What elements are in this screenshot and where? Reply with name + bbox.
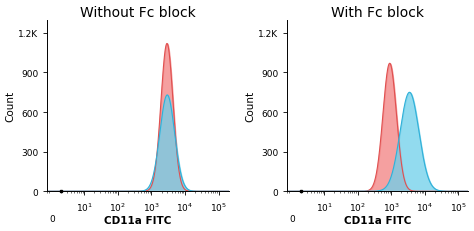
Y-axis label: Count: Count	[246, 91, 255, 122]
Title: Without Fc block: Without Fc block	[80, 6, 196, 19]
Text: 0: 0	[289, 214, 295, 223]
Title: With Fc block: With Fc block	[331, 6, 424, 19]
X-axis label: CD11a FITC: CD11a FITC	[344, 216, 411, 225]
Text: 0: 0	[49, 214, 55, 223]
X-axis label: CD11a FITC: CD11a FITC	[104, 216, 172, 225]
Y-axis label: Count: Count	[6, 91, 16, 122]
